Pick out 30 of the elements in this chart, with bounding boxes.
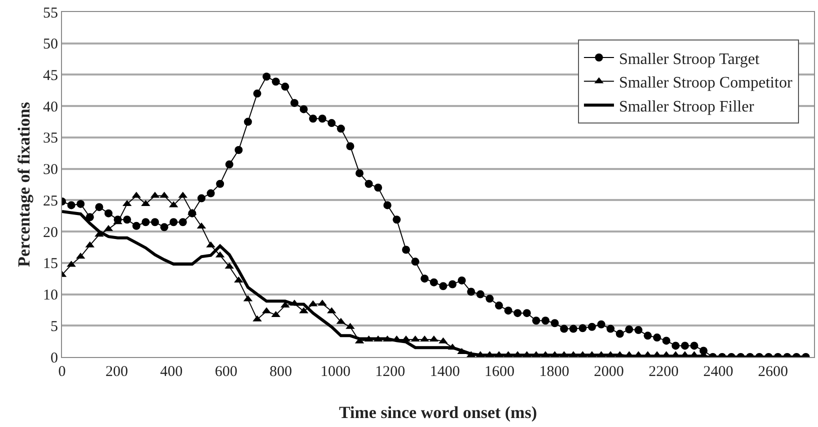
legend-label: Smaller Stroop Filler — [618, 98, 755, 116]
x-tick-label: 200 — [105, 364, 128, 380]
y-tick-label: 35 — [43, 130, 58, 147]
x-tick-label: 2200 — [648, 364, 679, 380]
x-tick-label: 2000 — [594, 364, 624, 380]
x-tick-label: 1200 — [375, 364, 406, 380]
x-tick-label: 400 — [160, 364, 183, 380]
x-tick-label: 600 — [214, 364, 238, 380]
legend-label: Smaller Stroop Target — [618, 50, 760, 68]
x-tick-label: 1600 — [484, 364, 515, 380]
y-tick-label: 0 — [50, 350, 58, 366]
y-tick-label: 25 — [43, 193, 58, 210]
y-tick-label: 10 — [43, 288, 58, 304]
y-tick-label: 30 — [43, 162, 58, 178]
y-tick-label: 5 — [50, 318, 58, 335]
x-tick-label: 2600 — [758, 364, 788, 380]
y-tick-label: 50 — [43, 36, 58, 53]
x-tick-label: 2400 — [703, 364, 734, 380]
y-tick-label: 20 — [43, 224, 58, 241]
y-tick-label: 55 — [43, 5, 58, 22]
x-tick-label: 1800 — [539, 364, 570, 380]
y-axis-title: Percentage of fixations — [14, 102, 34, 267]
x-tick-label: 1400 — [430, 364, 460, 380]
y-tick-label: 40 — [43, 99, 58, 116]
y-tick-label: 45 — [43, 68, 58, 84]
x-tick-label: 1000 — [320, 364, 350, 380]
x-axis-title: Time since word onset (ms) — [339, 403, 537, 422]
x-tick-label: 800 — [270, 364, 292, 380]
legend-label: Smaller Stroop Competitor — [618, 74, 793, 92]
y-tick-label: 15 — [43, 256, 58, 272]
